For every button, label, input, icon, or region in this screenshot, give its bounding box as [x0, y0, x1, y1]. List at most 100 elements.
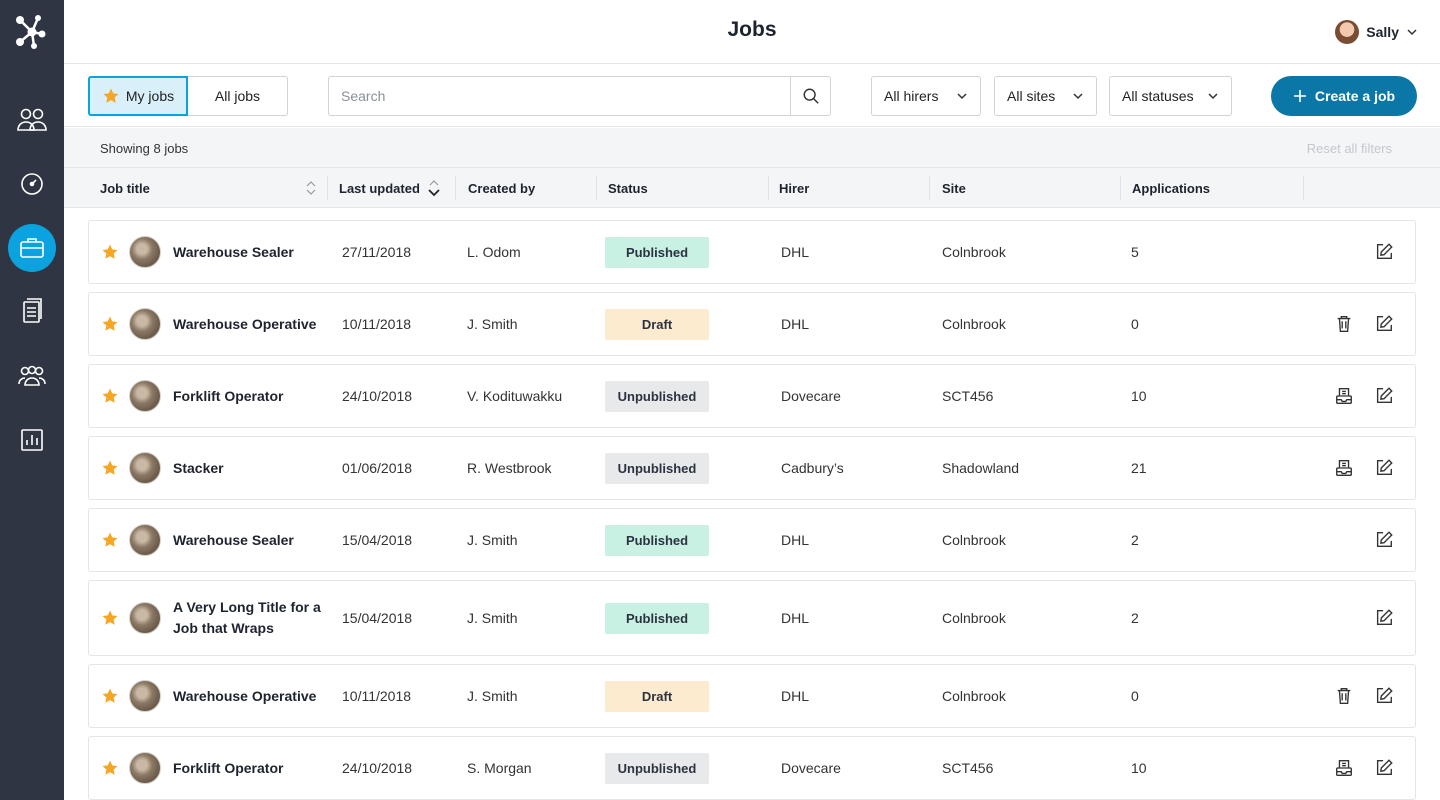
archive-button[interactable]: [1333, 385, 1355, 407]
edit-button[interactable]: [1373, 241, 1395, 263]
sites-dropdown[interactable]: All sites: [994, 76, 1097, 116]
sort-desc-icon: [428, 179, 440, 197]
applications-count: 5: [1131, 244, 1139, 260]
col-created-by[interactable]: Created by: [468, 180, 536, 196]
search-input[interactable]: [329, 77, 790, 115]
edit-button[interactable]: [1373, 385, 1395, 407]
hirer: DHL: [781, 244, 810, 260]
table-row[interactable]: Warehouse Sealer 27/11/2018 L. Odom Publish…: [88, 220, 1416, 284]
avatar: [1335, 20, 1360, 44]
table-row[interactable]: Stacker 01/06/2018 R. Westbrook Unpublished…: [88, 436, 1416, 500]
status-badge: Draft: [605, 308, 709, 340]
table-row[interactable]: Forklift Operator 24/10/2018 S. Morgan Unpu…: [88, 736, 1416, 800]
edit-button[interactable]: [1373, 313, 1395, 335]
created-by: L. Odom: [467, 244, 521, 260]
filter-summary: Showing 8 jobs Reset all filters: [64, 128, 1440, 168]
user-menu[interactable]: Sally: [1335, 20, 1418, 44]
favourite-star-icon[interactable]: [101, 687, 119, 705]
my-jobs-button[interactable]: My jobs: [88, 76, 188, 116]
status-badge: Unpublished: [605, 380, 709, 412]
status-badge: Published: [605, 602, 709, 634]
edit-icon: [1374, 686, 1394, 706]
site: Colnbrook: [942, 688, 1006, 704]
nav-dashboard[interactable]: [8, 160, 56, 208]
job-title[interactable]: Forklift Operator: [173, 387, 284, 404]
favourite-star-icon[interactable]: [101, 243, 119, 261]
table-row[interactable]: Forklift Operator 24/10/2018 V. Kodituwakk…: [88, 364, 1416, 428]
logo-icon[interactable]: [12, 12, 52, 52]
last-updated: 10/11/2018: [342, 316, 412, 332]
nav-teams[interactable]: [8, 352, 56, 400]
created-by: V. Kodituwakku: [467, 388, 563, 404]
last-updated: 27/11/2018: [342, 244, 412, 260]
table-row[interactable]: Warehouse Operative 10/11/2018 J. Smith Dra…: [88, 664, 1416, 728]
hirer: DHL: [781, 610, 810, 626]
col-hirer[interactable]: Hirer: [779, 180, 810, 196]
status-badge: Unpublished: [605, 752, 709, 784]
favourite-star-icon[interactable]: [101, 387, 119, 405]
job-title[interactable]: Warehouse Sealer: [173, 531, 294, 548]
page-title: Jobs: [727, 18, 777, 41]
favourite-star-icon[interactable]: [101, 759, 119, 777]
sites-label: All sites: [1007, 88, 1056, 104]
favourite-star-icon[interactable]: [101, 609, 119, 627]
col-last-updated-label: Last updated: [339, 180, 420, 196]
all-jobs-button[interactable]: All jobs: [188, 76, 288, 116]
job-title[interactable]: Warehouse Operative: [173, 315, 317, 332]
nav-reports[interactable]: [8, 416, 56, 464]
hirers-dropdown[interactable]: All hirers: [871, 76, 981, 116]
user-name: Sally: [1366, 24, 1399, 40]
job-title[interactable]: Warehouse Sealer: [173, 243, 294, 260]
results-count: Showing 8 jobs: [100, 141, 189, 156]
search-button[interactable]: [790, 77, 830, 115]
col-applications[interactable]: Applications: [1132, 180, 1211, 196]
created-by: J. Smith: [467, 688, 518, 704]
job-image: [129, 236, 161, 268]
nav-jobs[interactable]: [8, 224, 56, 272]
statuses-dropdown[interactable]: All statuses: [1109, 76, 1232, 116]
edit-button[interactable]: [1373, 529, 1395, 551]
hirer: Dovecare: [781, 388, 841, 404]
teams-icon: [18, 365, 46, 386]
job-title[interactable]: A Very Long Title for a Job that Wraps: [173, 599, 321, 636]
table-row[interactable]: A Very Long Title for a Job that Wraps 15…: [88, 580, 1416, 656]
job-title[interactable]: Forklift Operator: [173, 759, 284, 776]
job-image: [129, 308, 161, 340]
nav-workers[interactable]: [8, 96, 56, 144]
col-status[interactable]: Status: [608, 180, 648, 196]
col-last-updated[interactable]: Last updated: [339, 168, 454, 208]
edit-button[interactable]: [1373, 457, 1395, 479]
toolbar: My jobs All jobs All hirers All sites Al…: [64, 65, 1440, 127]
table-row[interactable]: Warehouse Sealer 15/04/2018 J. Smith Publis…: [88, 508, 1416, 572]
col-site[interactable]: Site: [942, 180, 966, 196]
archive-button[interactable]: [1333, 457, 1355, 479]
job-title[interactable]: Warehouse Operative: [173, 687, 317, 704]
delete-button[interactable]: [1333, 685, 1355, 707]
edit-button[interactable]: [1373, 685, 1395, 707]
edit-icon: [1374, 530, 1394, 550]
delete-button[interactable]: [1333, 313, 1355, 335]
applications-count: 10: [1131, 388, 1147, 404]
reset-filters-link[interactable]: Reset all filters: [1306, 141, 1392, 156]
archive-button[interactable]: [1333, 757, 1355, 779]
favourite-star-icon[interactable]: [101, 531, 119, 549]
chevron-down-icon: [1208, 93, 1218, 100]
applications-count: 2: [1131, 532, 1139, 548]
last-updated: 24/10/2018: [342, 760, 413, 776]
edit-button[interactable]: [1373, 757, 1395, 779]
job-title[interactable]: Stacker: [173, 459, 224, 476]
edit-button[interactable]: [1373, 607, 1395, 629]
hirers-label: All hirers: [884, 88, 939, 104]
nav-documents[interactable]: [8, 288, 56, 336]
table-row[interactable]: Warehouse Operative 10/11/2018 J. Smith Dra…: [88, 292, 1416, 356]
job-image: [129, 680, 161, 712]
create-job-button[interactable]: Create a job: [1271, 76, 1417, 116]
job-scope-toggle: My jobs All jobs: [88, 76, 288, 116]
applications-count: 10: [1131, 760, 1147, 776]
favourite-star-icon[interactable]: [101, 315, 119, 333]
applications-count: 0: [1131, 316, 1139, 332]
favourite-star-icon[interactable]: [101, 459, 119, 477]
sidebar: [0, 0, 64, 800]
site: Colnbrook: [942, 244, 1006, 260]
col-job-title[interactable]: Job title: [100, 168, 316, 208]
